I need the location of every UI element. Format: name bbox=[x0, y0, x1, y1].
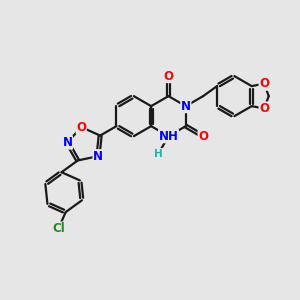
Text: N: N bbox=[181, 100, 191, 112]
Text: O: O bbox=[164, 70, 173, 83]
Text: NH: NH bbox=[158, 130, 178, 143]
Text: Cl: Cl bbox=[52, 222, 65, 235]
Text: N: N bbox=[93, 150, 103, 163]
Text: O: O bbox=[76, 121, 86, 134]
Text: H: H bbox=[154, 148, 163, 158]
Text: O: O bbox=[198, 130, 208, 143]
Text: O: O bbox=[259, 77, 269, 90]
Text: N: N bbox=[62, 136, 72, 149]
Text: O: O bbox=[259, 102, 269, 115]
